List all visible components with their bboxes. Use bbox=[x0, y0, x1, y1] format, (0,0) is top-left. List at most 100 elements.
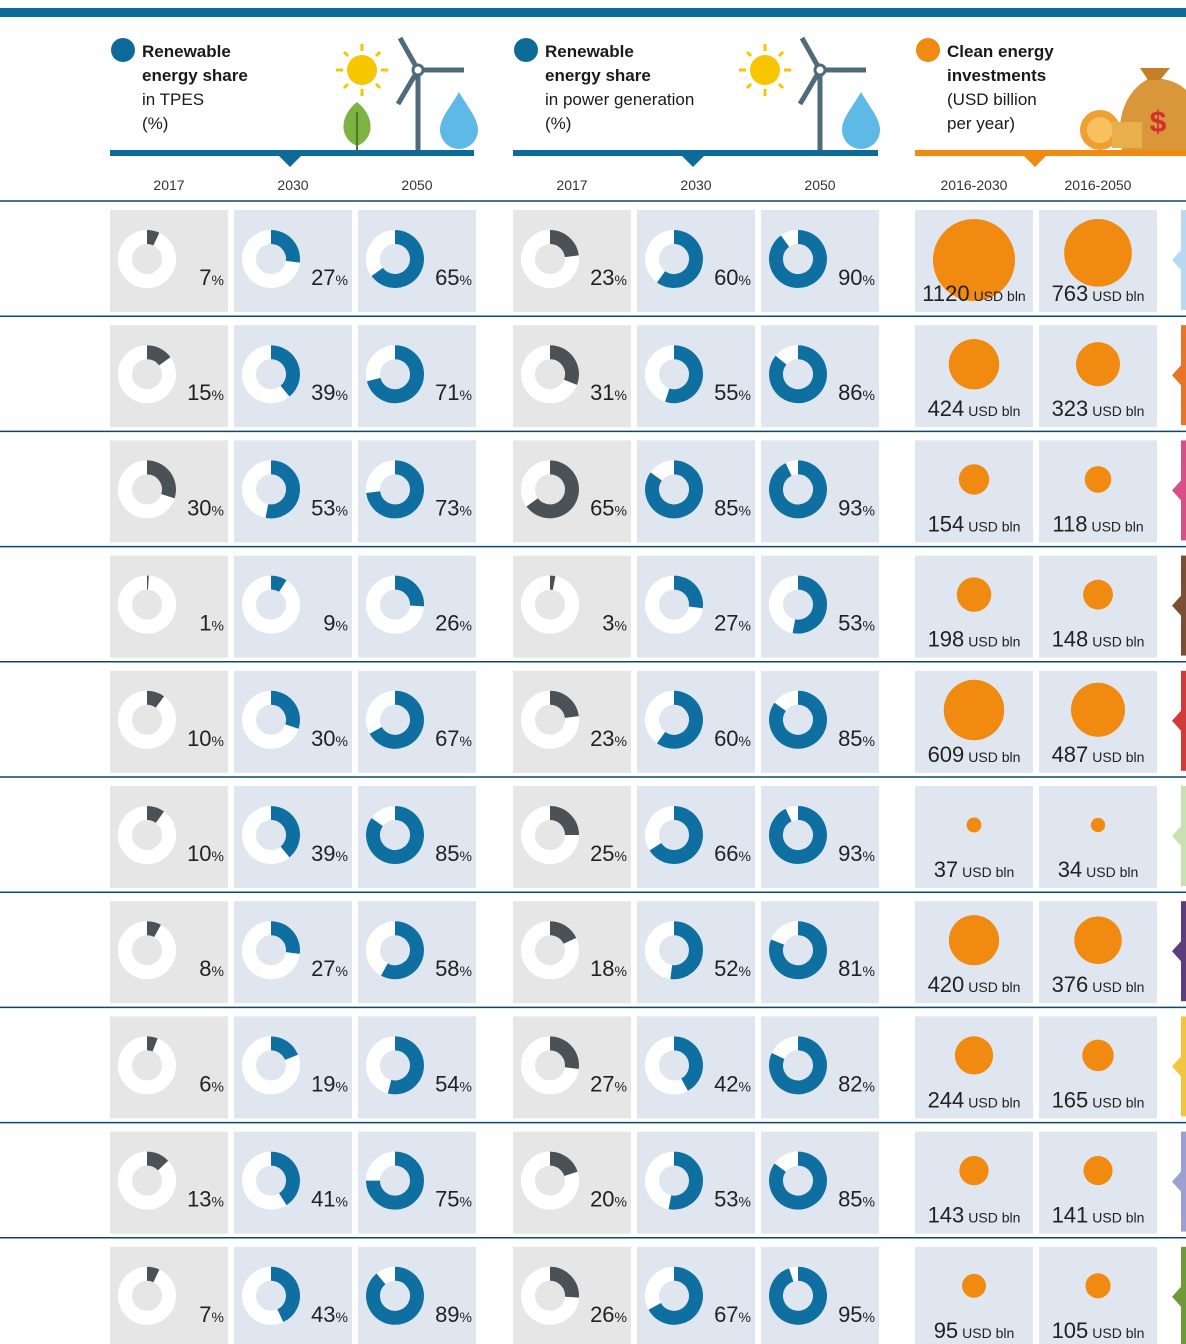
value-number: 81 bbox=[838, 956, 862, 981]
top-bar bbox=[0, 8, 1186, 17]
value-number: 41 bbox=[311, 1187, 335, 1212]
donut-segment bbox=[665, 345, 703, 404]
value-unit: % bbox=[739, 1194, 751, 1210]
donut-segment bbox=[769, 1266, 827, 1325]
group-title: energy share bbox=[545, 66, 651, 85]
value-unit: % bbox=[336, 387, 348, 403]
value-number: 27 bbox=[714, 611, 738, 636]
value-number: 8 bbox=[199, 956, 211, 981]
row-marker bbox=[1181, 555, 1186, 656]
value-number: 43 bbox=[311, 1302, 335, 1327]
value-unit: % bbox=[212, 733, 224, 749]
row-marker bbox=[1181, 1246, 1186, 1344]
donut-segment bbox=[270, 690, 300, 729]
value-unit: % bbox=[739, 963, 751, 979]
investment-bubble bbox=[1082, 1039, 1114, 1072]
value-unit: USD bln bbox=[1092, 288, 1144, 304]
value-unit: % bbox=[212, 1078, 224, 1094]
value-unit: USD bln bbox=[962, 864, 1014, 880]
value-number: 95 bbox=[838, 1302, 862, 1327]
value-number: 3 bbox=[602, 611, 614, 636]
investment-bubble bbox=[1083, 1156, 1113, 1186]
value-label: 89% bbox=[435, 1302, 472, 1327]
value-unit: USD bln bbox=[968, 634, 1020, 650]
value-unit: % bbox=[212, 618, 224, 634]
donut-segment bbox=[366, 806, 424, 864]
value-number: 376 bbox=[1052, 972, 1089, 997]
value-unit: % bbox=[615, 733, 627, 749]
group-title: Clean energy bbox=[947, 42, 1054, 61]
value-number: 73 bbox=[435, 495, 459, 520]
group-subtitle: (%) bbox=[545, 114, 571, 133]
value-label: 19% bbox=[311, 1071, 348, 1096]
value-unit: % bbox=[460, 387, 472, 403]
value-number: 6 bbox=[199, 1071, 211, 1096]
investment-bubble bbox=[1090, 817, 1106, 833]
investment-bubble bbox=[948, 915, 1000, 966]
value-label: 54% bbox=[435, 1071, 472, 1096]
row-marker bbox=[1181, 1016, 1186, 1117]
value-label: 7% bbox=[199, 265, 224, 290]
year-label: 2030 bbox=[680, 177, 711, 193]
row-marker bbox=[1181, 670, 1186, 771]
value-unit: USD bln bbox=[968, 749, 1020, 765]
value-unit: USD bln bbox=[968, 1094, 1020, 1110]
donut-segment bbox=[265, 460, 300, 519]
group-title: Renewable bbox=[545, 42, 634, 61]
donut-segment bbox=[668, 1151, 703, 1210]
year-label: 2017 bbox=[556, 177, 587, 193]
value-unit: % bbox=[863, 502, 875, 518]
value-number: 86 bbox=[838, 380, 862, 405]
value-unit: % bbox=[460, 848, 472, 864]
row-marker bbox=[1181, 440, 1186, 541]
value-unit: % bbox=[739, 1309, 751, 1325]
donut-segment bbox=[526, 460, 579, 519]
donut-segment bbox=[656, 690, 703, 749]
value-number: 244 bbox=[928, 1087, 965, 1112]
value-number: 19 bbox=[311, 1071, 335, 1096]
donut-segment bbox=[371, 230, 424, 288]
investment-bubble bbox=[1070, 682, 1126, 737]
icons: $ bbox=[336, 36, 1186, 152]
value-unit: USD bln bbox=[1086, 864, 1138, 880]
value-number: 1 bbox=[199, 611, 211, 636]
donut-segment bbox=[648, 1266, 703, 1325]
value-label: 93% bbox=[838, 841, 875, 866]
value-unit: % bbox=[336, 272, 348, 288]
value-unit: % bbox=[739, 733, 751, 749]
value-number: 13 bbox=[187, 1187, 211, 1212]
value-number: 60 bbox=[714, 726, 738, 751]
value-number: 65 bbox=[590, 495, 614, 520]
value-unit: USD bln bbox=[1092, 403, 1144, 419]
value-unit: USD bln bbox=[968, 1210, 1020, 1226]
investment-bubble bbox=[1064, 219, 1132, 287]
value-unit: % bbox=[863, 733, 875, 749]
value-number: 66 bbox=[714, 841, 738, 866]
group-subtitle: in TPES bbox=[142, 90, 204, 109]
value-number: 15 bbox=[187, 380, 211, 405]
value-unit: % bbox=[615, 618, 627, 634]
donut-segment bbox=[769, 806, 827, 864]
value-label: 85% bbox=[714, 495, 751, 520]
value-unit: USD bln bbox=[962, 1325, 1014, 1341]
value-unit: % bbox=[336, 963, 348, 979]
value-unit: % bbox=[863, 1309, 875, 1325]
value-number: 30 bbox=[187, 495, 211, 520]
value-label: 6% bbox=[199, 1071, 224, 1096]
investment-bubble bbox=[1083, 579, 1113, 610]
value-unit: % bbox=[212, 963, 224, 979]
donut-segment bbox=[769, 690, 827, 749]
group-notch bbox=[278, 155, 302, 167]
value-number: 26 bbox=[590, 1302, 614, 1327]
donut-segment bbox=[549, 690, 579, 719]
value-label: 82% bbox=[838, 1071, 875, 1096]
value-unit: % bbox=[212, 387, 224, 403]
value-unit: % bbox=[460, 1309, 472, 1325]
value-number: 25 bbox=[590, 841, 614, 866]
value-number: 67 bbox=[714, 1302, 738, 1327]
donut-segment bbox=[549, 1266, 579, 1298]
value-label: 81% bbox=[838, 956, 875, 981]
donut-segment bbox=[649, 806, 703, 864]
year-label: 2016-2030 bbox=[941, 177, 1008, 193]
value-label: 31% bbox=[590, 380, 627, 405]
